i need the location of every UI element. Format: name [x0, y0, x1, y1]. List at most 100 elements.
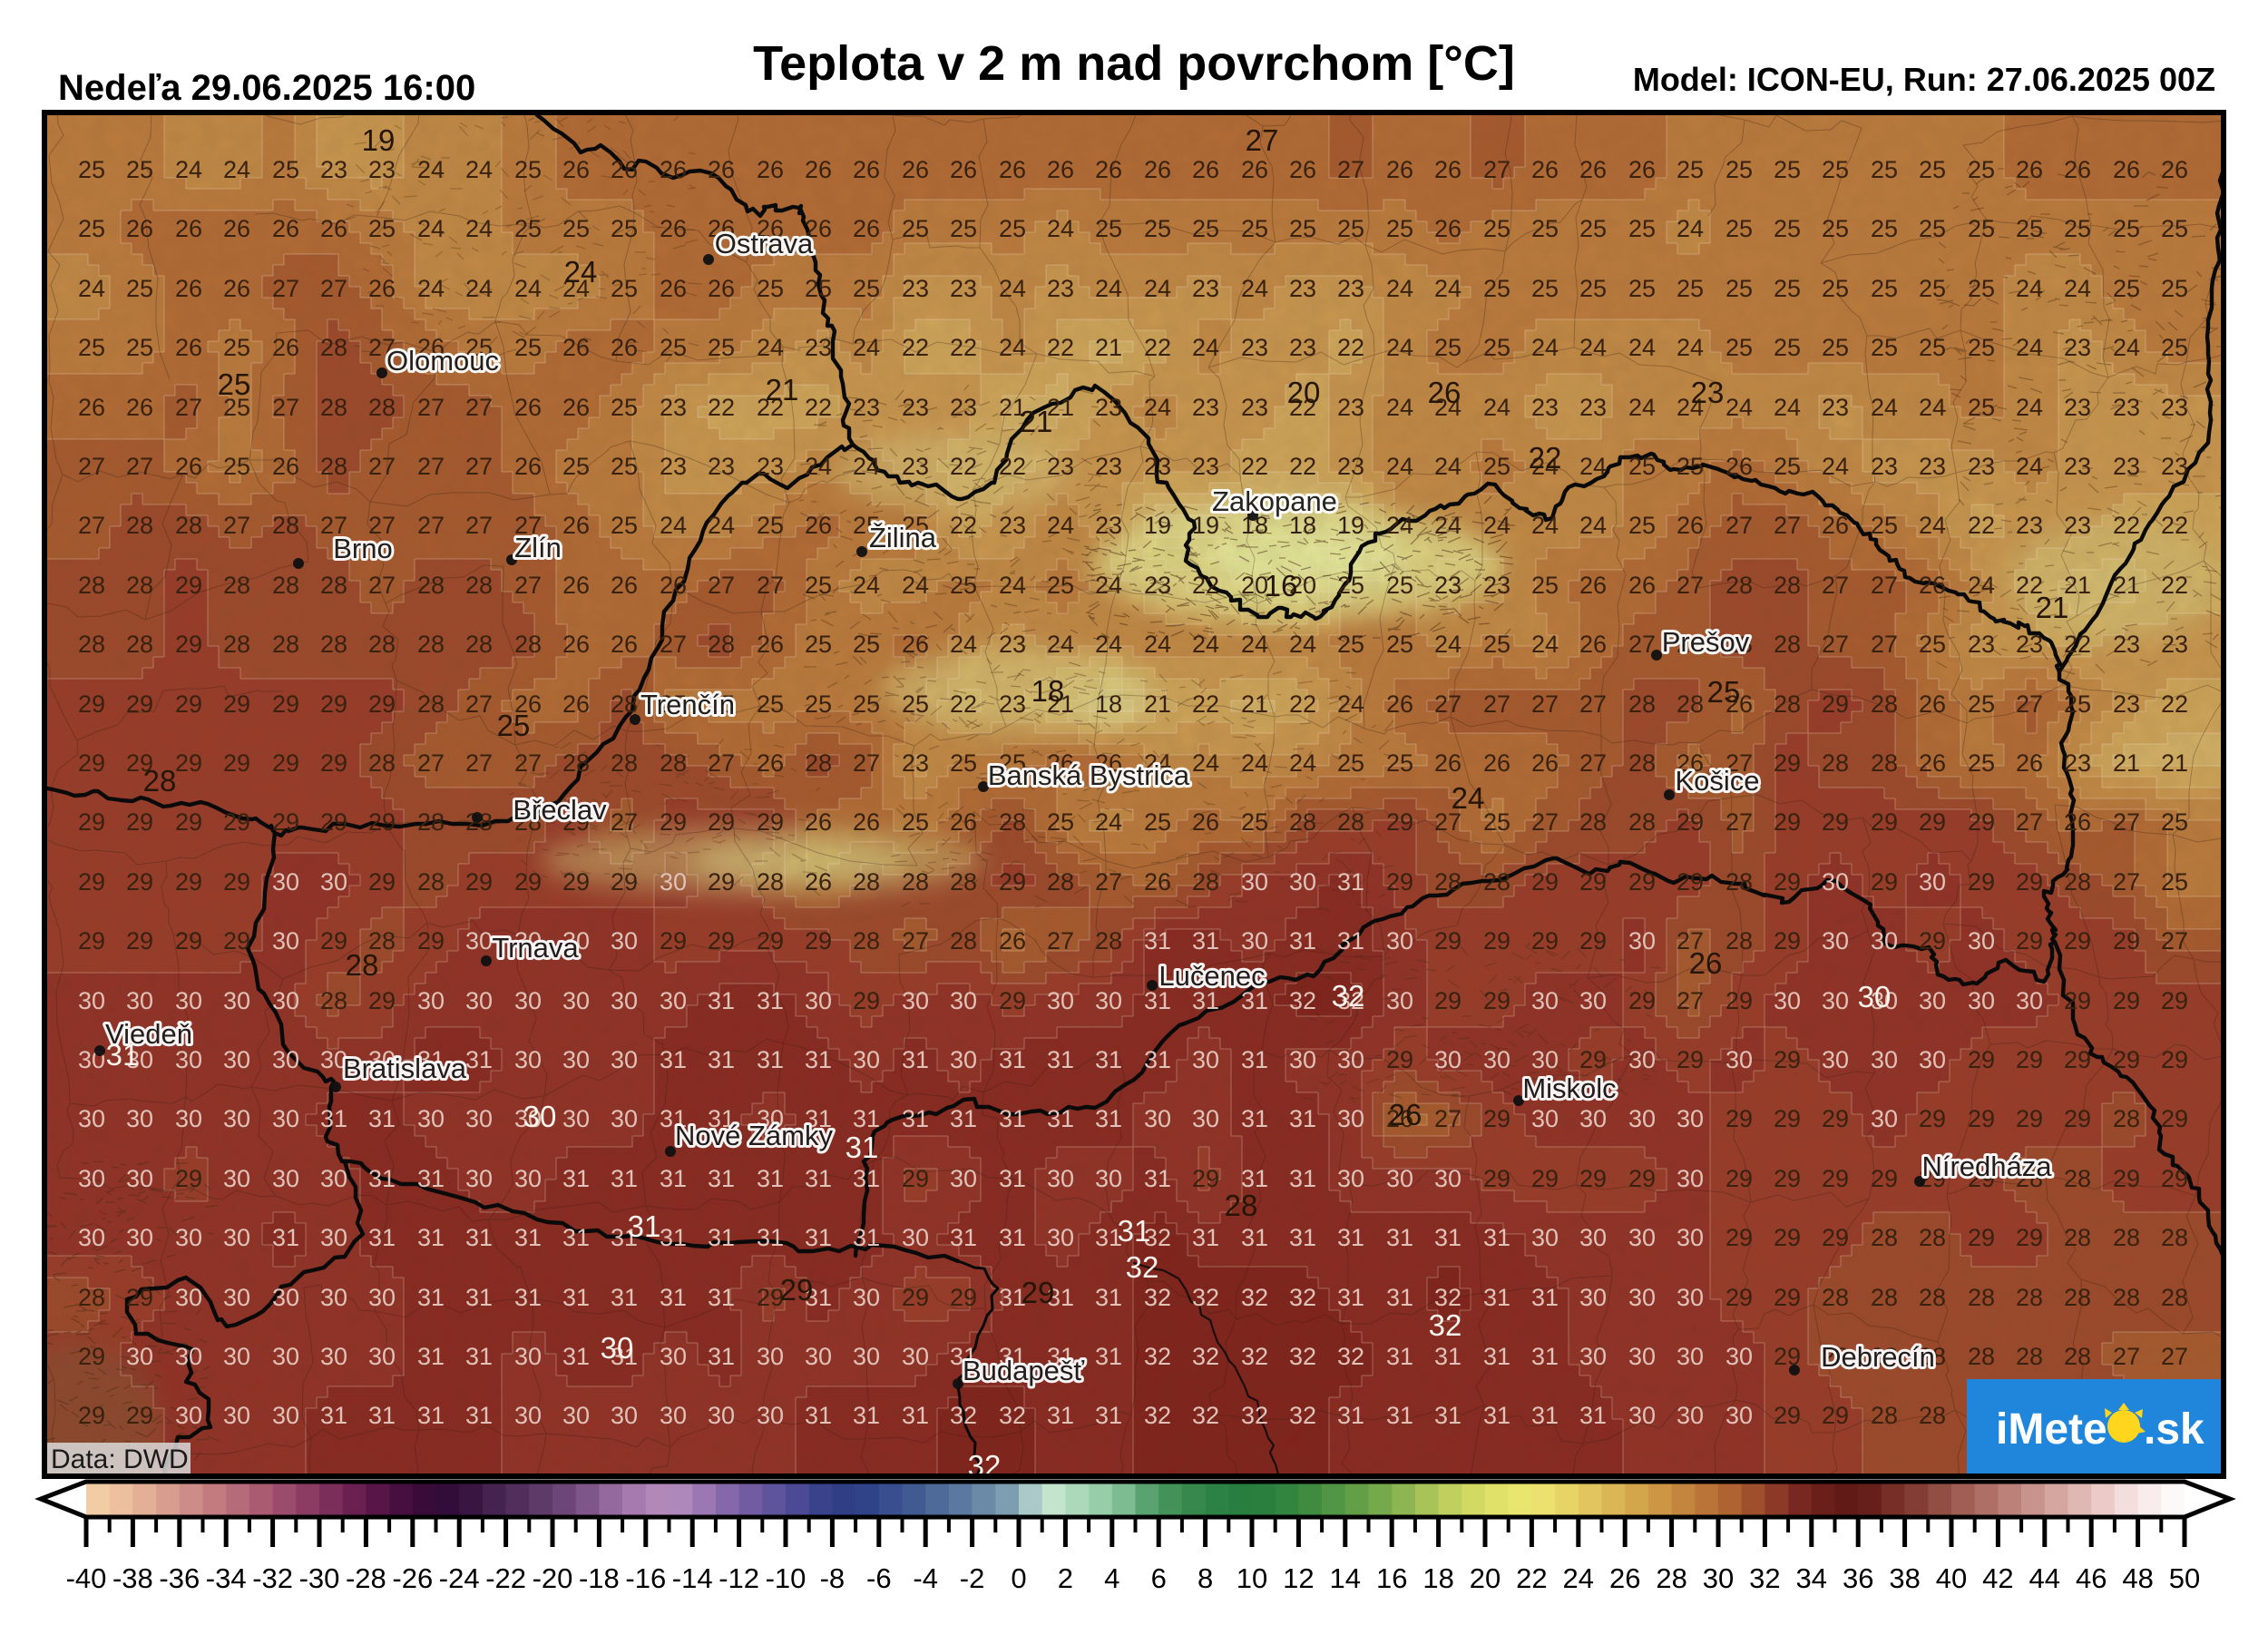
- svg-text:23: 23: [902, 453, 929, 480]
- svg-text:29: 29: [514, 868, 542, 896]
- svg-text:30: 30: [1703, 1562, 1734, 1594]
- svg-text:10: 10: [1237, 1562, 1267, 1594]
- svg-text:30: 30: [1531, 987, 1559, 1014]
- svg-text:24: 24: [1822, 453, 1849, 480]
- svg-text:29: 29: [1434, 927, 1461, 955]
- svg-text:24: 24: [1434, 453, 1461, 480]
- svg-text:Brno: Brno: [333, 533, 392, 564]
- svg-text:30: 30: [1677, 1284, 1704, 1311]
- svg-text:25: 25: [757, 690, 784, 718]
- svg-text:29: 29: [320, 927, 347, 955]
- svg-text:31: 31: [853, 1105, 880, 1132]
- svg-text:30: 30: [1858, 980, 1892, 1013]
- svg-text:29: 29: [1822, 1105, 1849, 1132]
- svg-text:23: 23: [660, 453, 687, 480]
- svg-text:31: 31: [660, 1046, 687, 1073]
- svg-text:22: 22: [950, 512, 977, 539]
- svg-text:27: 27: [514, 749, 542, 777]
- svg-text:28: 28: [999, 808, 1026, 836]
- svg-text:31: 31: [1095, 1402, 1122, 1429]
- svg-text:24: 24: [950, 631, 977, 658]
- svg-text:14: 14: [1330, 1562, 1361, 1594]
- svg-text:28: 28: [708, 631, 735, 658]
- svg-text:28: 28: [2161, 1284, 2188, 1311]
- svg-text:25: 25: [1822, 334, 1849, 361]
- svg-text:Košice: Košice: [1675, 765, 1759, 797]
- svg-text:23: 23: [1095, 512, 1122, 539]
- svg-text:28: 28: [853, 868, 880, 896]
- svg-text:29: 29: [1822, 808, 1849, 836]
- svg-text:29: 29: [2016, 927, 2043, 955]
- svg-text:30: 30: [562, 1402, 590, 1429]
- svg-text:-22: -22: [485, 1562, 526, 1594]
- svg-text:26: 26: [562, 512, 590, 539]
- svg-text:30: 30: [1968, 987, 1995, 1014]
- svg-text:31: 31: [1434, 1224, 1461, 1251]
- svg-text:25: 25: [1579, 215, 1607, 242]
- svg-text:25: 25: [660, 334, 687, 361]
- svg-text:26: 26: [708, 156, 735, 183]
- svg-text:31: 31: [708, 1165, 735, 1192]
- svg-text:24: 24: [1483, 394, 1510, 421]
- svg-text:29: 29: [853, 987, 880, 1014]
- svg-text:30: 30: [223, 1224, 250, 1251]
- svg-text:25: 25: [1241, 215, 1268, 242]
- svg-text:28: 28: [1289, 808, 1316, 836]
- svg-text:31: 31: [1579, 1402, 1607, 1429]
- svg-text:27: 27: [78, 512, 105, 539]
- svg-text:25: 25: [950, 749, 977, 777]
- svg-text:26: 26: [1389, 1098, 1422, 1131]
- svg-text:30: 30: [272, 1343, 299, 1370]
- svg-text:22: 22: [2064, 631, 2091, 658]
- svg-text:23: 23: [1289, 275, 1316, 302]
- svg-text:20: 20: [1470, 1562, 1501, 1594]
- svg-text:28: 28: [126, 631, 153, 658]
- svg-text:23: 23: [2113, 631, 2140, 658]
- svg-text:0: 0: [1011, 1562, 1026, 1594]
- svg-text:32: 32: [1289, 1284, 1316, 1311]
- svg-text:Lučenec: Lučenec: [1158, 960, 1265, 992]
- svg-text:29: 29: [272, 690, 299, 718]
- svg-text:29: 29: [417, 927, 445, 955]
- svg-text:30: 30: [320, 868, 347, 896]
- svg-text:25: 25: [611, 453, 638, 480]
- svg-text:30: 30: [1919, 1046, 1946, 1073]
- svg-text:23: 23: [368, 156, 396, 183]
- svg-text:-24: -24: [439, 1562, 480, 1594]
- svg-text:29: 29: [126, 927, 153, 955]
- svg-text:30: 30: [805, 987, 832, 1014]
- svg-text:48: 48: [2122, 1562, 2153, 1594]
- svg-text:26: 26: [902, 631, 929, 658]
- svg-text:30: 30: [465, 987, 493, 1014]
- svg-text:24: 24: [1434, 512, 1461, 539]
- svg-text:28: 28: [368, 631, 396, 658]
- svg-text:24: 24: [708, 512, 735, 539]
- svg-text:30: 30: [611, 1105, 638, 1132]
- svg-text:26: 26: [1919, 572, 1946, 599]
- svg-text:30: 30: [272, 1165, 299, 1192]
- svg-text:24: 24: [1871, 394, 1898, 421]
- svg-text:24: 24: [1241, 275, 1268, 302]
- svg-text:30: 30: [1628, 1284, 1656, 1311]
- svg-text:26: 26: [1289, 156, 1316, 183]
- svg-text:31: 31: [417, 1165, 445, 1192]
- svg-text:30: 30: [1289, 868, 1316, 896]
- svg-text:26: 26: [660, 275, 687, 302]
- svg-text:28: 28: [272, 572, 299, 599]
- svg-text:29: 29: [78, 1343, 105, 1370]
- svg-text:25: 25: [1434, 334, 1461, 361]
- svg-text:31: 31: [1337, 868, 1364, 896]
- svg-text:26: 26: [902, 156, 929, 183]
- svg-text:32: 32: [1144, 1284, 1171, 1311]
- svg-text:31: 31: [368, 1402, 396, 1429]
- svg-text:29: 29: [320, 749, 347, 777]
- svg-text:29: 29: [780, 1273, 814, 1307]
- svg-text:30: 30: [223, 1402, 250, 1429]
- svg-text:26: 26: [2064, 156, 2091, 183]
- svg-text:29: 29: [1579, 1046, 1607, 1073]
- svg-text:28: 28: [2113, 1105, 2140, 1132]
- svg-text:25: 25: [514, 156, 542, 183]
- svg-text:iMete: iMete: [1996, 1405, 2107, 1454]
- svg-text:31: 31: [660, 1284, 687, 1311]
- svg-text:30: 30: [611, 987, 638, 1014]
